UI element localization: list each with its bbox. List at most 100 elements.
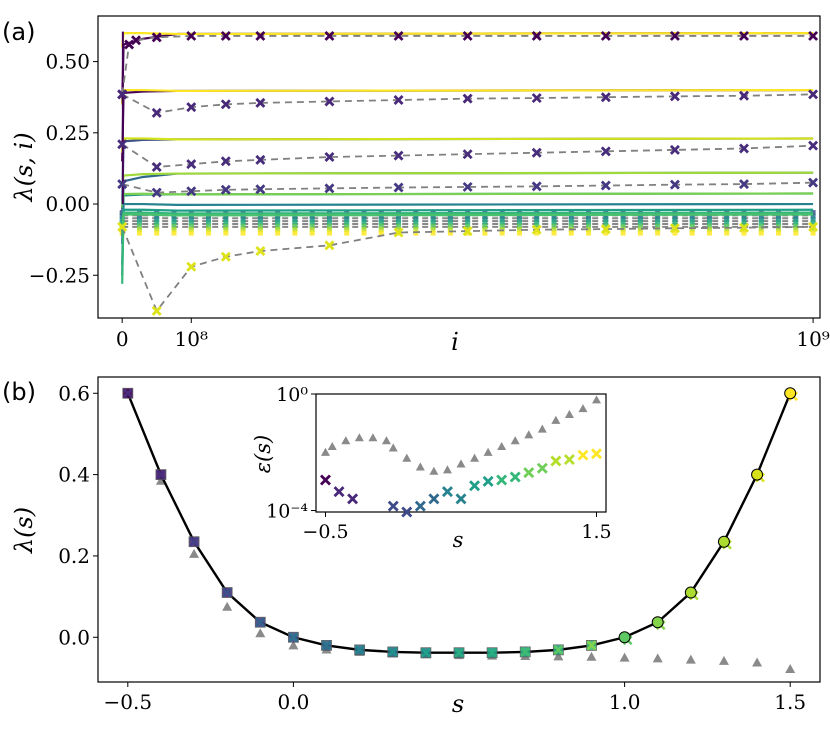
panel-a-cluster-marker [776,213,782,219]
panel-a-cross-marker [220,30,231,41]
panel-a-cluster-marker [154,216,160,222]
panel-a-cluster-marker [361,223,367,229]
panel-a-cluster-marker [292,220,298,226]
panel-a-cluster-marker [206,220,212,226]
panel-a-ylabel: λ(s, i) [10,132,38,202]
panel-a-cluster-marker [758,230,764,236]
panel-a-cluster-marker [516,230,522,236]
panel-a-cluster-marker [741,216,747,222]
inset-cross-marker [469,480,481,492]
panel-a-cluster-marker [136,220,142,226]
panel-a-cluster-marker [171,227,177,233]
panel-b-triangle-marker [785,663,796,673]
panel-a-cluster-marker [793,213,799,219]
panel-a-cross-marker [739,90,749,101]
panel-a-cluster-marker [603,223,609,229]
panel-a-cluster-marker [482,230,488,236]
panel-a-cluster-marker [206,216,212,222]
inset-cross-marker [455,493,467,505]
inset-cross-marker [428,493,440,505]
inset-xlabel: s [453,528,464,552]
panel-a-cluster-marker [603,230,609,236]
panel-a-cluster-marker [326,230,332,236]
panel-a-cluster-marker [326,220,332,226]
panel-a-cross-marker [255,97,266,108]
panel-a-cross-marker [151,305,162,316]
panel-a-cross-marker [255,154,266,165]
panel-a-cluster-marker [620,213,626,219]
panel-b-triangle-marker [255,628,266,638]
panel-a-cross-marker [151,187,162,198]
inset-triangle-marker [483,447,493,456]
panel-a-cluster-marker [430,223,436,229]
panel-a-cluster-marker [741,227,747,233]
panel-a-cluster-marker [344,216,350,222]
panel-a-cross-marker [669,91,680,102]
panel-a-cluster-marker [810,227,816,233]
panel-b-xtick-label: −0.5 [104,690,153,714]
panel-a-cluster-marker [240,216,246,222]
panel-a-cluster-marker [136,216,142,222]
panel-b-cross-marker [553,644,564,655]
panel-a-cluster-marker [603,213,609,219]
panel-a-cross-marker [531,224,542,235]
panel-a-cluster-marker [534,223,540,229]
panel-b-cross-marker [520,647,531,657]
panel-b-cross-marker [321,640,332,651]
panel-a-cross-marker [669,179,680,190]
inset-triangle-marker [470,453,480,462]
panel-a-cluster-marker [396,223,402,229]
panel-a-cluster-marker [689,227,695,233]
inset-frame [315,393,607,513]
panel-a-cluster-marker [413,220,419,226]
panel-a-cluster-marker [257,220,263,226]
panel-a-cluster-marker [620,220,626,226]
inset-triangle-marker [327,441,337,451]
panel-a-cluster-marker [430,220,436,226]
panel-a-cluster-marker [309,230,315,236]
panel-a-cluster-marker [637,230,643,236]
panel-a-cluster-marker [655,220,661,226]
panel-a-cluster-marker [741,220,747,226]
panel-a-cluster-marker [655,213,661,219]
panel-a-cluster-marker [257,223,263,229]
panel-a-ytick-label: 0.50 [45,50,90,74]
panel-a-cross-marker [808,140,819,151]
panel-a-cluster-marker [586,216,592,222]
panel-a-cluster-marker [188,216,194,222]
panel-a-cluster-marker [516,223,522,229]
inset-ylabel: ε(s) [251,435,275,473]
panel-a-cluster-marker [240,220,246,226]
panel-a-cluster-marker [603,216,609,222]
panel-b-xtick-label: 1.5 [774,690,806,714]
panel-a-cluster-marker [240,230,246,236]
panel-a-cluster-marker [465,230,471,236]
panel-b-cross-marker [156,469,166,480]
panel-a-cluster-marker [292,223,298,229]
panel-a-cross-marker [531,30,542,41]
panel-a-cluster-marker [309,227,315,233]
panel-a-cross-marker [531,93,542,104]
panel-a-cross-marker [739,143,749,154]
panel-a-cluster-marker [706,220,712,226]
panel-a-cluster-marker [637,216,643,222]
panel-a-cluster-marker [586,227,592,233]
panel-b-triangle-marker [652,653,663,663]
panel-a-cluster-marker [309,216,315,222]
panel-b-frame [97,376,821,683]
inset-cross-marker [577,449,589,461]
panel-a-cluster-marker [447,216,453,222]
inset-cross-marker [441,486,453,498]
panel-a-cluster-marker [361,230,367,236]
panel-a-cluster-marker [793,216,799,222]
panel-a-cross-marker [324,183,335,194]
panel-b-cross-marker [222,587,233,598]
panel-a-cluster-marker [551,216,557,222]
panel-a-xtick-label: 10⁸ [175,327,208,351]
panel-a-cluster-marker [534,220,540,226]
panel-a-cluster-marker [724,227,730,233]
panel-a-cross-marker [324,152,335,163]
inset-cross-marker [333,486,345,498]
panel-a-cross-marker [186,30,197,41]
panel-a-cross-marker [151,162,162,172]
